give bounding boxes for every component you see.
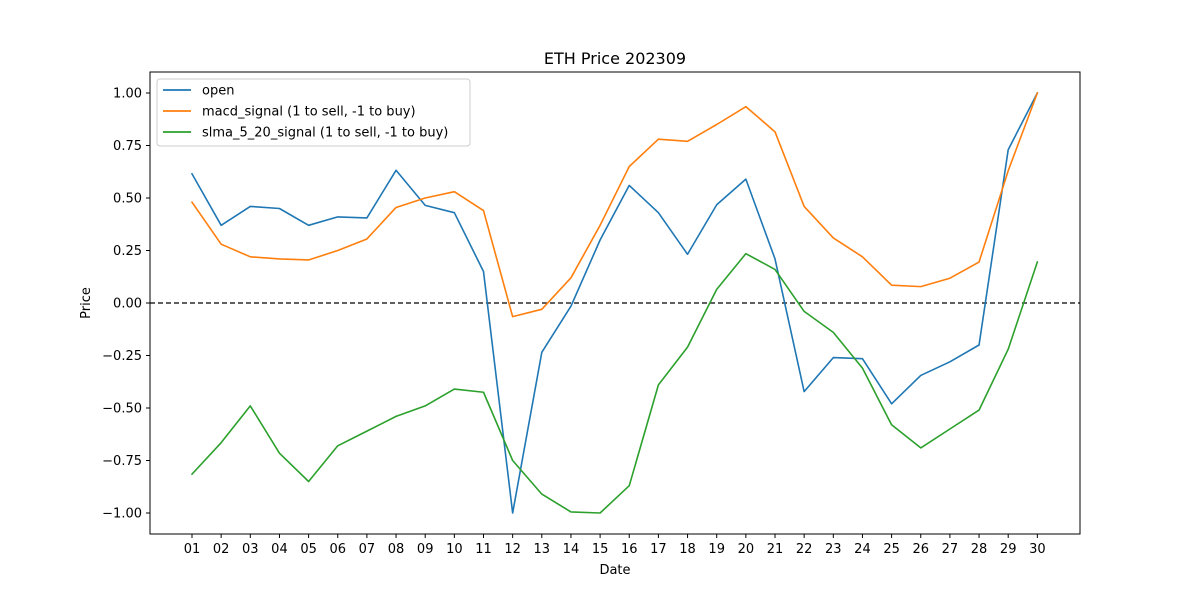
y-axis: −1.00 −0.75 −0.50 −0.25 0.00 0.25 0.50 0.75 1.00 <box>102 87 150 522</box>
x-tick-label: 13 <box>534 542 551 557</box>
legend-label-0: open <box>202 84 234 99</box>
x-tick-label: 18 <box>679 542 696 557</box>
y-tick-label: 0.25 <box>113 244 142 259</box>
series-line-1 <box>190 91 1039 318</box>
x-tick-label: 04 <box>271 542 288 557</box>
x-tick-label: 27 <box>942 542 959 557</box>
series-line-0 <box>190 91 1039 514</box>
x-tick-label: 09 <box>417 542 434 557</box>
y-tick-label: −0.25 <box>102 349 142 364</box>
plot-content <box>150 91 1080 514</box>
x-tick-label: 19 <box>708 542 725 557</box>
x-tick-label: 16 <box>621 542 638 557</box>
chart-title: ETH Price 202309 <box>544 49 686 68</box>
y-tick-label: 1.00 <box>113 87 142 102</box>
y-tick-label: 0.75 <box>113 139 142 154</box>
y-tick-label: −0.50 <box>102 402 142 417</box>
x-tick-label: 29 <box>1000 542 1017 557</box>
x-tick-label: 30 <box>1029 542 1046 557</box>
series-line-2 <box>190 252 1039 514</box>
x-tick-label: 06 <box>329 542 346 557</box>
x-tick-label: 23 <box>825 542 842 557</box>
x-tick-label: 22 <box>796 542 813 557</box>
x-axis: 01 02 03 04 05 06 07 08 09 10 11 12 13 14 15 16 17 18 19 20… <box>184 534 1046 557</box>
x-tick-label: 03 <box>242 542 259 557</box>
x-tick-label: 17 <box>650 542 667 557</box>
y-tick-label: 0.50 <box>113 192 142 207</box>
x-tick-label: 24 <box>854 542 871 557</box>
x-tick-label: 26 <box>912 542 929 557</box>
legend: open macd_signal (1 to sell, -1 to buy) sl… <box>156 78 471 147</box>
y-tick-label: −1.00 <box>102 507 142 522</box>
x-tick-label: 01 <box>184 542 201 557</box>
x-axis-label: Date <box>599 563 630 578</box>
x-tick-label: 15 <box>592 542 609 557</box>
x-tick-label: 11 <box>475 542 492 557</box>
x-tick-label: 14 <box>563 542 580 557</box>
y-tick-label: 0.00 <box>113 297 142 312</box>
x-tick-label: 08 <box>388 542 405 557</box>
x-tick-label: 10 <box>446 542 463 557</box>
legend-label-2: slma_5_20_signal (1 to sell, -1 to buy) <box>202 126 448 141</box>
x-tick-label: 20 <box>738 542 755 557</box>
x-tick-label: 21 <box>767 542 784 557</box>
y-tick-label: −0.75 <box>102 454 142 469</box>
x-tick-label: 28 <box>971 542 988 557</box>
x-tick-label: 02 <box>213 542 230 557</box>
y-axis-label: Price <box>79 287 94 319</box>
x-tick-label: 05 <box>300 542 317 557</box>
legend-box <box>156 78 471 147</box>
legend-label-1: macd_signal (1 to sell, -1 to buy) <box>202 105 416 120</box>
x-tick-label: 12 <box>504 542 521 557</box>
x-tick-label: 07 <box>359 542 376 557</box>
x-tick-label: 25 <box>883 542 900 557</box>
